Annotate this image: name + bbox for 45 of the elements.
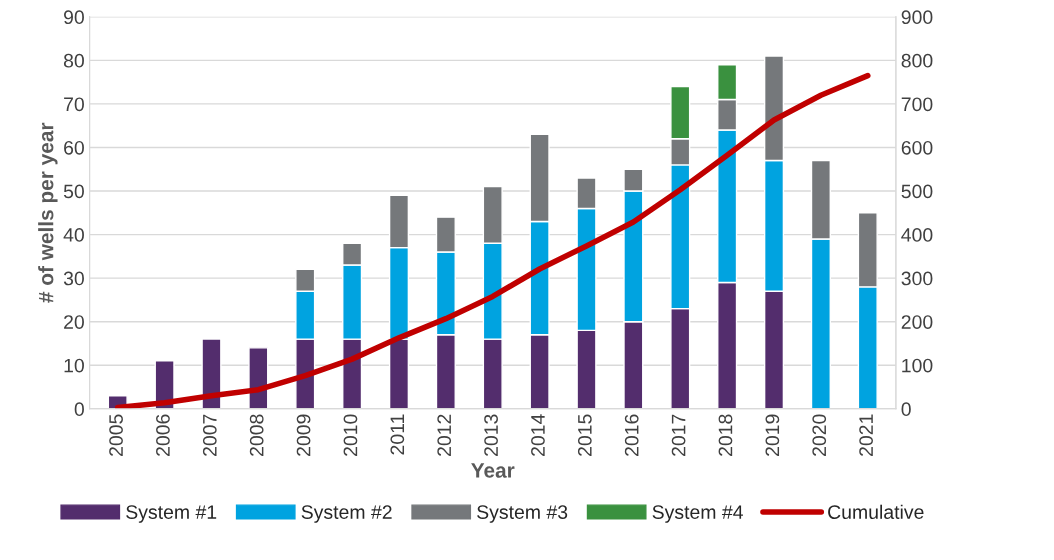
x-tick-label: 2009: [296, 414, 311, 456]
legend-label: System #4: [652, 505, 743, 523]
y2-tick-label: 300: [901, 271, 933, 286]
y2-tick-label: 700: [901, 97, 933, 112]
legend-label: Cumulative: [828, 504, 924, 519]
x-tick-label: 2015: [577, 414, 592, 456]
y2-tick-label: 900: [901, 10, 933, 25]
y-tick-label: 70: [64, 97, 84, 112]
y-tick-label: 80: [63, 53, 84, 68]
y2-tick-label: 600: [901, 140, 933, 155]
x-tick-label: 2011: [390, 414, 405, 455]
y2-tick-label: 0: [901, 402, 911, 417]
y2-tick-label: 500: [901, 184, 933, 199]
x-tick-label: 2016: [624, 414, 639, 456]
y2-tick-label: 100: [902, 358, 933, 373]
x-tick-label: 2017: [671, 414, 686, 456]
y-tick-label: 60: [64, 140, 84, 155]
legend-label: System #2: [301, 505, 392, 523]
bar: [201, 338, 222, 409]
y-tick-label: 90: [64, 10, 84, 25]
x-tick-label: 2005: [109, 414, 123, 456]
y-tick-label: 30: [63, 271, 84, 286]
y2-tick-label: 200: [901, 315, 933, 329]
x-tick-label: 2020: [812, 414, 827, 456]
y-axis-title: # of wells per year: [38, 122, 58, 303]
y2-tick-label: 800: [901, 53, 933, 68]
x-tick-label: 2014: [531, 414, 545, 456]
x-tick-label: 2008: [249, 414, 264, 456]
x-axis-title: Year: [471, 463, 515, 478]
x-tick-label: 2010: [343, 414, 358, 456]
y2-tick-label: 400: [901, 228, 933, 242]
legend-label: System #3: [477, 505, 568, 523]
y-tick-label: 40: [63, 228, 84, 242]
legend-label: System #1: [126, 505, 217, 523]
x-tick-label: 2018: [718, 414, 733, 456]
y-tick-label: 10: [64, 358, 84, 373]
x-tick-label: 2007: [202, 414, 217, 456]
x-tick-label: 2013: [484, 414, 498, 456]
y-tick-label: 20: [64, 315, 84, 329]
x-tick-label: 2012: [437, 414, 452, 456]
x-tick-label: 2019: [765, 414, 780, 456]
x-tick-label: 2006: [156, 414, 170, 456]
y-tick-label: 0: [74, 402, 84, 417]
x-tick-label: 2021: [859, 414, 873, 456]
y-tick-label: 50: [63, 184, 84, 199]
